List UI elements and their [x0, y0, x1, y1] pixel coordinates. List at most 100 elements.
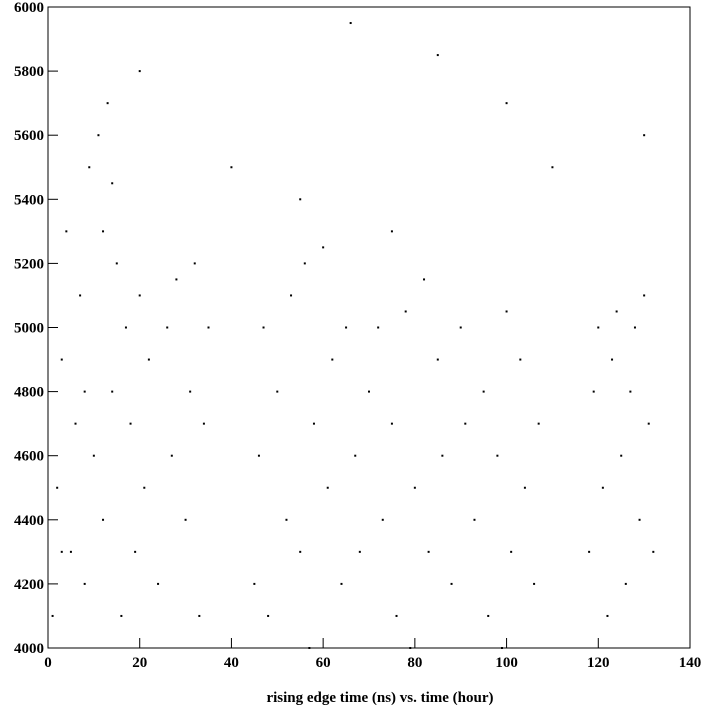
point	[303, 262, 306, 265]
point	[189, 390, 192, 393]
point	[606, 614, 609, 617]
point	[523, 486, 526, 489]
point	[299, 550, 302, 553]
point	[138, 70, 141, 73]
point	[56, 486, 59, 489]
point	[106, 102, 109, 105]
x-axis-label: rising edge time (ns) vs. time (hour)	[266, 690, 493, 706]
point	[390, 230, 393, 233]
point	[97, 134, 100, 137]
point	[253, 582, 256, 585]
point	[450, 582, 453, 585]
point	[88, 166, 91, 169]
point	[322, 246, 325, 249]
point	[257, 454, 260, 457]
point	[111, 182, 114, 185]
point	[459, 326, 462, 329]
point	[69, 550, 72, 553]
point	[267, 614, 270, 617]
point	[354, 454, 357, 457]
y-tick-label: 5200	[14, 256, 44, 272]
point	[198, 614, 201, 617]
point	[102, 518, 105, 521]
x-tick-label: 80	[407, 655, 422, 671]
point	[409, 647, 412, 649]
point	[326, 486, 329, 489]
point	[643, 294, 646, 297]
point	[620, 454, 623, 457]
y-tick-label: 4200	[14, 577, 44, 593]
x-tick-label: 140	[679, 655, 702, 671]
point	[60, 550, 63, 553]
point	[166, 326, 169, 329]
point	[147, 358, 150, 361]
point	[404, 310, 407, 313]
point	[647, 422, 650, 425]
point	[349, 22, 352, 25]
point	[441, 454, 444, 457]
point	[510, 550, 513, 553]
point	[345, 326, 348, 329]
point	[143, 486, 146, 489]
point	[340, 582, 343, 585]
point	[615, 310, 618, 313]
point	[624, 582, 627, 585]
point	[436, 358, 439, 361]
point	[51, 614, 54, 617]
point	[285, 518, 288, 521]
point	[290, 294, 293, 297]
point	[643, 134, 646, 137]
point	[377, 326, 380, 329]
y-tick-label: 4800	[14, 385, 44, 401]
point	[395, 614, 398, 617]
point	[597, 326, 600, 329]
point	[276, 390, 279, 393]
point	[60, 358, 63, 361]
point	[588, 550, 591, 553]
y-tick-label: 5000	[14, 321, 44, 337]
point	[138, 294, 141, 297]
point	[207, 326, 210, 329]
point	[312, 422, 315, 425]
point	[519, 358, 522, 361]
y-tick-label: 4400	[14, 513, 44, 529]
point	[381, 518, 384, 521]
point	[79, 294, 82, 297]
point	[390, 422, 393, 425]
point	[533, 582, 536, 585]
y-tick-label: 4600	[14, 449, 44, 465]
y-tick-label: 4000	[14, 641, 44, 657]
point	[551, 166, 554, 169]
point	[129, 422, 132, 425]
point	[83, 390, 86, 393]
point	[638, 518, 641, 521]
point	[500, 647, 503, 649]
point	[157, 582, 160, 585]
x-tick-label: 60	[316, 655, 331, 671]
point	[193, 262, 196, 265]
point	[92, 454, 95, 457]
y-tick-label: 5600	[14, 128, 44, 144]
point	[102, 230, 105, 233]
point	[115, 262, 118, 265]
point	[482, 390, 485, 393]
point	[496, 454, 499, 457]
point	[124, 326, 127, 329]
plot-frame	[47, 6, 691, 649]
point	[120, 614, 123, 617]
point	[65, 230, 68, 233]
x-tick-label: 0	[44, 655, 52, 671]
point	[423, 278, 426, 281]
point	[473, 518, 476, 521]
point	[74, 422, 77, 425]
point	[601, 486, 604, 489]
point	[184, 518, 187, 521]
y-tick-label: 6000	[14, 0, 44, 16]
point	[170, 454, 173, 457]
point	[202, 422, 205, 425]
point	[230, 166, 233, 169]
point	[652, 550, 655, 553]
point	[611, 358, 614, 361]
